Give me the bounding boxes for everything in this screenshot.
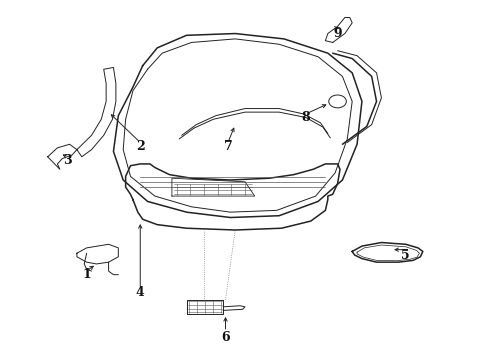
Text: 9: 9 — [333, 27, 342, 40]
Text: 7: 7 — [223, 140, 232, 153]
Text: 2: 2 — [136, 140, 145, 153]
Text: 1: 1 — [82, 268, 91, 281]
Text: 5: 5 — [401, 248, 410, 261]
Text: 3: 3 — [63, 154, 72, 167]
Text: 6: 6 — [221, 331, 230, 344]
Text: 4: 4 — [136, 286, 145, 299]
Text: 8: 8 — [301, 111, 310, 124]
